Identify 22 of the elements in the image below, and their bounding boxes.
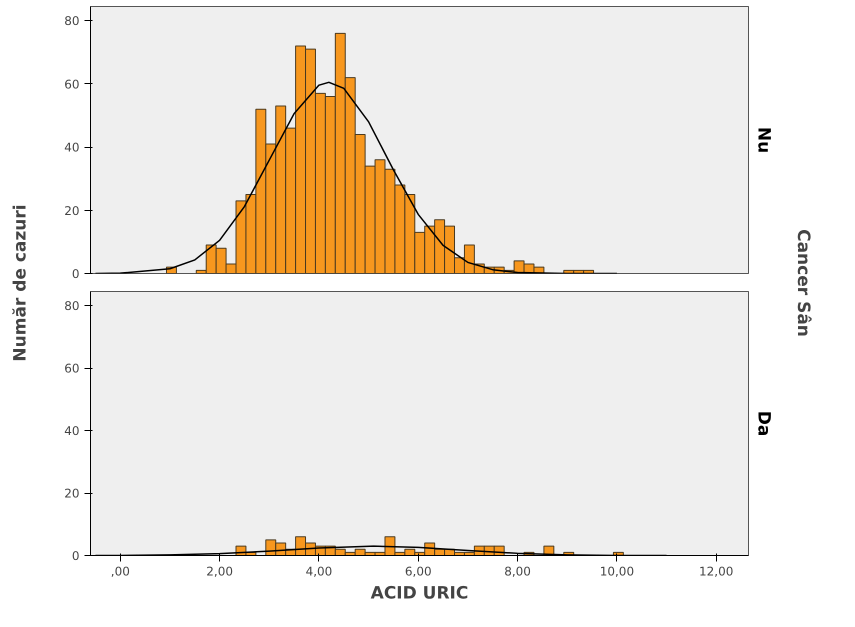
text: Nu xyxy=(754,126,774,154)
y-tick-label: 0 xyxy=(72,549,80,563)
x-tick-label: 2,00 xyxy=(206,564,233,578)
y-tick-label: 80 xyxy=(64,14,80,28)
x-axis-title: ACID URIC xyxy=(370,584,468,604)
x-tick-label: ,00 xyxy=(110,564,130,578)
y-tick-label: 60 xyxy=(64,77,80,92)
x-tick-label: 6,00 xyxy=(404,564,432,578)
x-tick-label: 10,00 xyxy=(600,564,634,578)
y-axis-title: Număr de cazuri xyxy=(10,204,30,362)
x-tick-label: 12,00 xyxy=(699,564,734,578)
x-tick-label: 8,00 xyxy=(504,564,531,578)
y-tick-label: 60 xyxy=(64,362,80,376)
x-tick-label: 4,00 xyxy=(306,564,332,578)
y-tick-label: 40 xyxy=(64,140,80,155)
y-tick-label: 20 xyxy=(64,486,80,501)
y-tick-label: 0 xyxy=(72,267,80,281)
y-tick-label: 20 xyxy=(64,204,80,218)
text: Da xyxy=(754,410,774,436)
y2-axis-title: Cancer Sân xyxy=(793,229,813,337)
y-tick-label: 80 xyxy=(64,299,80,314)
y-tick-label: 40 xyxy=(64,424,80,438)
